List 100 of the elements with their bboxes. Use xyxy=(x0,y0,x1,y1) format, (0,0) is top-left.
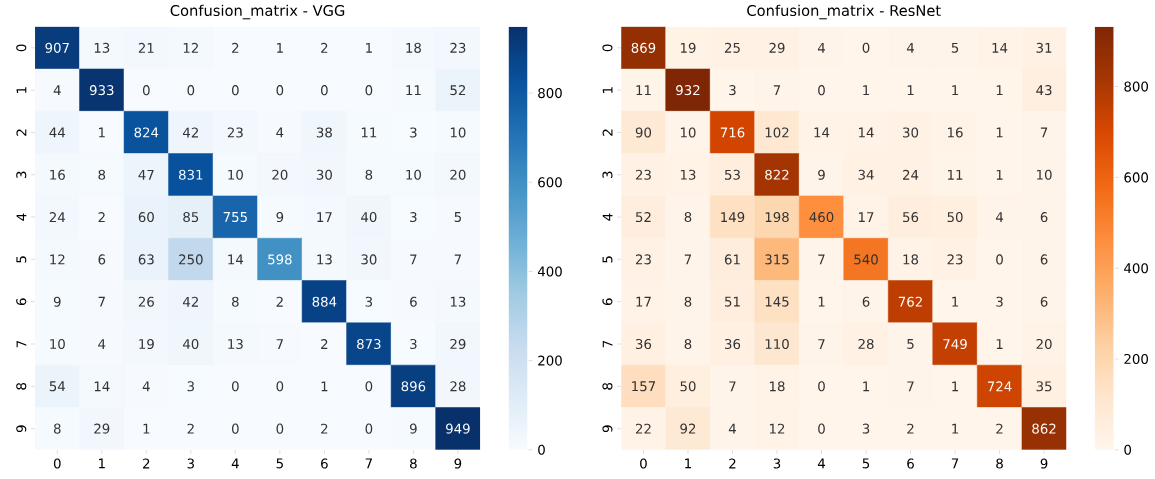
data-label: 13 xyxy=(450,296,466,307)
data-label: 28 xyxy=(450,381,466,392)
data-label: 1 xyxy=(952,423,959,434)
data-label: 30 xyxy=(316,169,332,180)
y-tick-label: 6 xyxy=(602,298,613,306)
data-label: 14 xyxy=(992,43,1008,53)
data-label: 3 xyxy=(410,339,417,350)
data-label: 822 xyxy=(765,169,789,180)
data-label: 4 xyxy=(906,43,915,53)
data-label: 869 xyxy=(631,42,656,53)
x-tick-label: 8 xyxy=(410,458,417,469)
data-label: 1 xyxy=(277,43,283,53)
x-tick-label: 6 xyxy=(321,458,328,469)
y-tick-label: 3 xyxy=(602,171,613,179)
data-label: 9 xyxy=(409,423,417,434)
data-label: 9 xyxy=(818,169,825,180)
data-label: 2 xyxy=(232,42,239,53)
data-label: 11 xyxy=(948,170,963,180)
data-label: 862 xyxy=(1032,423,1056,434)
data-label: 54 xyxy=(49,381,66,392)
data-label: 250 xyxy=(179,254,203,265)
data-label: 3 xyxy=(729,85,736,96)
data-label: 884 xyxy=(312,296,337,307)
data-label: 8 xyxy=(365,169,373,180)
data-label: 30 xyxy=(361,254,377,265)
data-label: 0 xyxy=(818,85,825,96)
x-tick-label: 5 xyxy=(862,458,870,469)
data-label: 30 xyxy=(903,127,919,138)
data-label: 1 xyxy=(952,85,959,96)
data-label: 24 xyxy=(49,212,66,223)
data-label: 13 xyxy=(228,339,243,350)
data-label: 8 xyxy=(684,296,692,307)
data-label: 7 xyxy=(907,381,914,392)
data-label: 7 xyxy=(773,85,781,96)
data-label: 0 xyxy=(187,85,195,96)
data-label: 1 xyxy=(996,127,1003,138)
data-label: 29 xyxy=(94,423,110,434)
data-label: 1 xyxy=(366,43,372,53)
data-label: 11 xyxy=(406,85,421,96)
data-label: 7 xyxy=(684,254,692,265)
data-label: 2 xyxy=(98,212,105,223)
data-label: 8 xyxy=(98,169,106,180)
data-label: 0 xyxy=(818,423,825,434)
data-label: 0 xyxy=(276,381,284,392)
data-label: 3 xyxy=(862,423,870,434)
data-label: 540 xyxy=(854,254,878,265)
data-label: 7 xyxy=(1040,127,1048,138)
x-tick-label: 4 xyxy=(231,458,239,469)
data-label: 2 xyxy=(187,423,194,434)
data-label: 13 xyxy=(680,169,696,180)
data-label: 34 xyxy=(858,169,874,180)
y-tick-label: 2 xyxy=(16,129,27,136)
data-label: 42 xyxy=(182,296,198,307)
data-label: 18 xyxy=(406,42,421,53)
data-label: 61 xyxy=(724,254,740,265)
data-label: 9 xyxy=(53,296,61,307)
color-bar-label: 600 xyxy=(538,177,562,188)
data-label: 6 xyxy=(862,296,870,307)
data-label: 13 xyxy=(317,254,332,265)
data-label: 20 xyxy=(272,169,288,180)
data-label: 2 xyxy=(321,423,328,434)
y-tick-label: 5 xyxy=(602,256,613,263)
data-label: 36 xyxy=(725,339,741,350)
data-label: 0 xyxy=(231,85,239,96)
data-label: 4 xyxy=(142,381,150,392)
data-label: 896 xyxy=(401,381,426,392)
y-tick-label: 7 xyxy=(16,341,27,348)
data-label: 933 xyxy=(89,85,114,96)
data-label: 12 xyxy=(183,42,198,53)
data-label: 7 xyxy=(410,254,417,265)
data-label: 10 xyxy=(228,169,243,180)
data-label: 0 xyxy=(862,42,870,53)
data-label: 749 xyxy=(943,339,967,350)
x-tick-label: 7 xyxy=(365,458,372,469)
data-label: 40 xyxy=(182,339,199,350)
data-label: 24 xyxy=(903,169,919,180)
data-label: 10 xyxy=(406,169,421,180)
data-label: 17 xyxy=(858,212,874,223)
data-label: 762 xyxy=(898,296,922,307)
data-label: 50 xyxy=(680,381,696,392)
data-label: 90 xyxy=(635,127,652,138)
data-label: 12 xyxy=(50,254,65,265)
data-label: 8 xyxy=(684,339,692,350)
data-label: 1 xyxy=(818,296,825,307)
color-bar-label: 600 xyxy=(1124,172,1149,183)
data-label: 1 xyxy=(321,381,328,392)
data-label: 56 xyxy=(903,212,919,223)
data-label: 14 xyxy=(94,381,110,392)
data-label: 9 xyxy=(276,212,284,223)
data-label: 8 xyxy=(684,212,692,223)
data-label: 6 xyxy=(98,254,106,265)
data-label: 7 xyxy=(729,381,736,392)
data-label: 460 xyxy=(809,212,834,223)
data-label: 4 xyxy=(728,423,736,434)
data-label: 5 xyxy=(951,42,959,53)
data-label: 50 xyxy=(947,212,963,223)
data-label: 51 xyxy=(725,296,740,307)
data-label: 11 xyxy=(361,127,377,138)
y-tick-label: 1 xyxy=(16,87,27,94)
y-tick-label: 2 xyxy=(602,129,613,136)
